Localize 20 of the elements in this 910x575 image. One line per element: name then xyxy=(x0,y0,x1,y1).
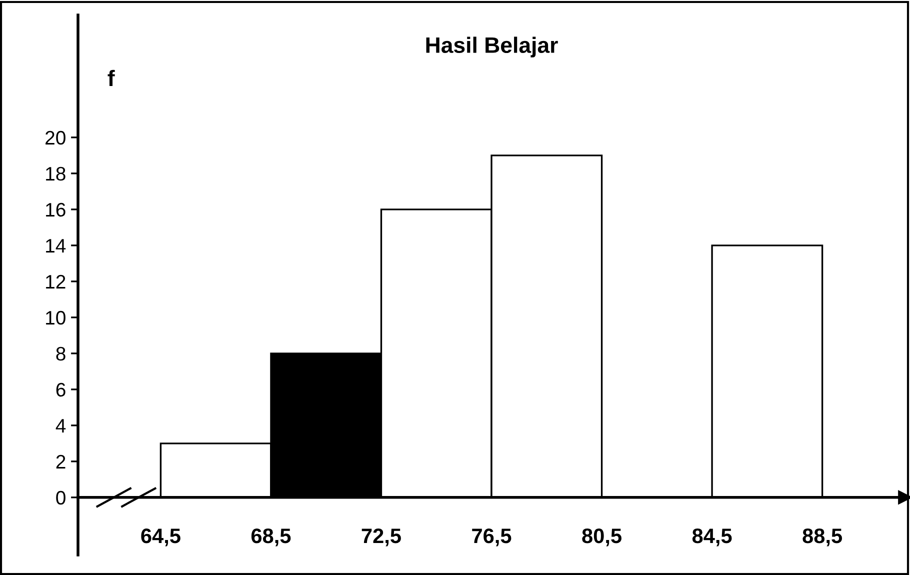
y-tick-label: 2 xyxy=(56,454,66,468)
x-tick-label: 80,5 xyxy=(582,528,622,546)
text: Hasil Belajar xyxy=(426,36,558,58)
y-tick-label: 6 xyxy=(56,382,66,397)
y-tick-label: 0 xyxy=(56,490,66,505)
x-tick-label: 88,5 xyxy=(802,528,842,546)
y-tick-label: 10 xyxy=(46,310,66,325)
x-tick-label: 76,5 xyxy=(472,528,512,546)
y-tick-label: 20 xyxy=(46,130,66,145)
x-tick-label: 64,5 xyxy=(141,528,180,546)
x-tick-label: 84,5 xyxy=(692,528,732,546)
y-tick-label: 12 xyxy=(46,274,66,288)
y-tick-label: 4 xyxy=(56,419,66,432)
x-tick-label: 72,5 xyxy=(362,528,401,546)
y-tick-label: 8 xyxy=(56,346,66,361)
y-tick-label: 14 xyxy=(46,239,66,252)
y-axis-title: f xyxy=(108,70,115,86)
y-tick-label: 18 xyxy=(46,166,66,181)
x-tick-label: 68,5 xyxy=(251,528,291,546)
y-tick-label: 16 xyxy=(46,202,66,217)
